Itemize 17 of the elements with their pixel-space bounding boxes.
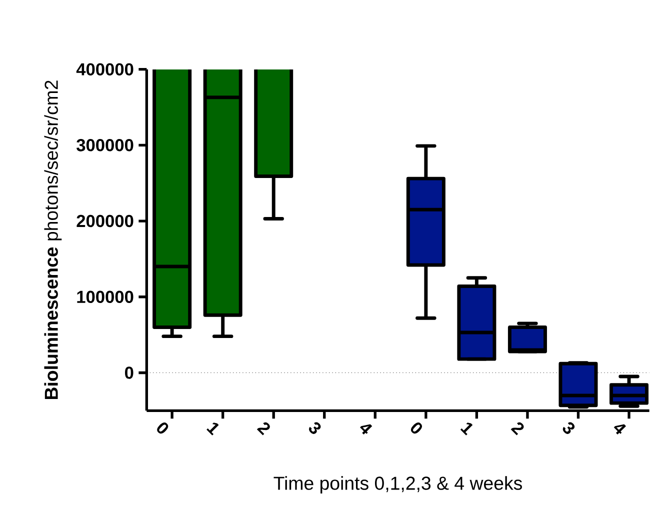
- x-tick-label: 2: [256, 422, 270, 436]
- y-tick-label: 200000: [76, 214, 134, 228]
- x-tick-label: 2: [510, 422, 524, 436]
- x-axis-title: Time points 0,1,2,3 & 4 weeks: [274, 476, 522, 494]
- y-axis-title: Bioluminescence photons/sec/sr/cm2: [44, 80, 62, 400]
- x-tick-label: 3: [562, 422, 575, 434]
- y-tick-label: 400000: [76, 63, 134, 76]
- x-tick-label: 0: [157, 422, 168, 434]
- y-tick-label: 0: [125, 366, 134, 379]
- x-tick-label: 4: [614, 424, 626, 435]
- x-tick-label: 3: [309, 422, 321, 434]
- x-tick-label: 1: [206, 422, 219, 436]
- x-tick-label: 4: [360, 424, 372, 435]
- y-tick-label: 100000: [77, 290, 134, 304]
- x-tick-label: 1: [460, 422, 473, 436]
- y-tick-label: 300000: [76, 139, 134, 152]
- x-tick-label: 0: [410, 422, 422, 434]
